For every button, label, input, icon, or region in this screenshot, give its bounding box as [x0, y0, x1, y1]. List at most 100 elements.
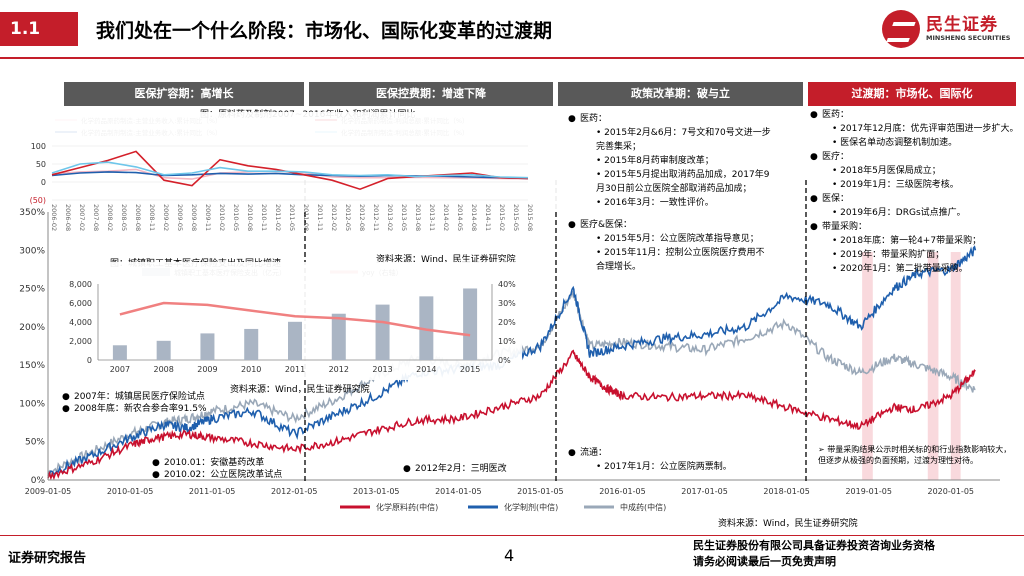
inset2-bar	[244, 328, 259, 360]
inset1-x-tick: 2011-11	[316, 204, 324, 231]
bullet-icon: •	[596, 128, 605, 138]
bullet-icon: •	[832, 180, 841, 190]
main-x-tick: 2015-01-05	[517, 487, 564, 496]
inset1-x-tick: 2011-02	[274, 204, 282, 231]
inset-source: 资料来源：Wind，民生证券研究院	[230, 385, 370, 395]
policy-pharma: ● 医药： • 2015年2月&6月：7号文和70号文进一步完善集采； • 201…	[568, 114, 771, 208]
main-y-tick: 50%	[25, 438, 45, 448]
policy-medical: ● 医疗&医保： • 2015年5月：公立医院改革指导意见； • 2015年11月…	[568, 220, 765, 272]
arrow-bullet-icon: ➢	[818, 445, 828, 454]
inset1-x-tick: 2014-05	[456, 204, 464, 231]
inset2-x-tick: 2013	[372, 365, 392, 374]
main-legend: 化学原料药(中信) 化学制剂(中信) 中成药(中信)	[340, 502, 666, 512]
main-axes: 350%300%250%200%150%100%50%0%2009-01-05 2…	[19, 208, 1000, 496]
bullet-icon: •	[596, 170, 605, 180]
inset1-x-tick: 2007-08	[92, 204, 100, 231]
inset1-line-form_revenue	[51, 171, 529, 180]
bullet-icon: ●	[152, 458, 160, 468]
inset1-x-tick: 2010-08	[246, 204, 254, 231]
bullet-icon: •	[832, 138, 841, 148]
main-y-tick: 0%	[31, 476, 46, 486]
legend-api-label: 化学原料药(中信)	[376, 502, 438, 512]
procurement-band	[927, 252, 939, 480]
bullet-icon: •	[596, 234, 605, 244]
inset2-x-tick: 2014	[416, 365, 436, 374]
bullet-icon: ●	[62, 404, 70, 414]
bullet-icon: •	[596, 462, 605, 472]
inset1-x-tick: 2006-02	[50, 204, 58, 231]
inset2-y2-tick: 20%	[498, 318, 516, 327]
inset1-x-tick: 2008-11	[148, 204, 156, 231]
legend-formulation-label: 化学制剂(中信)	[504, 502, 558, 512]
phase-label-2: 医保控费期：增速下降	[309, 82, 553, 106]
bullet-icon: ●	[403, 464, 411, 474]
main-y-tick: 350%	[19, 208, 45, 218]
inset2-y-tick: 6,000	[69, 299, 92, 308]
bullet-icon: ●	[810, 152, 818, 162]
inset1-x-tick: 2008-05	[120, 204, 128, 231]
logo-icon	[882, 10, 920, 48]
series-api-line	[47, 349, 976, 481]
inset2-bar	[463, 288, 478, 360]
bullet-icon: •	[832, 124, 841, 134]
inset2-x-tick: 2009	[197, 365, 217, 374]
inset1-x-tick: 2008-02	[106, 204, 114, 231]
inset1-x-tick: 2007-02	[78, 204, 86, 231]
bullet-icon: •	[596, 156, 605, 166]
policy-circulation: ● 流通： • 2017年1月：公立医院两票制。	[568, 448, 732, 472]
inset1-x-tick: 2009-02	[162, 204, 170, 231]
procurement-band	[862, 252, 873, 480]
main-source: 资料来源：Wind，民生证券研究院	[718, 519, 858, 529]
inset2-y-tick: 8,000	[69, 280, 92, 289]
section-badge: 1.1	[0, 12, 78, 46]
bullet-icon: ●	[568, 220, 576, 230]
inset1-x-tick: 2010-11	[260, 204, 268, 231]
inset1-x-tick: 2015-08	[526, 204, 534, 231]
bullet-icon: •	[832, 166, 841, 176]
inset1-x-tick: 2014-11	[484, 204, 492, 231]
inset2-x-tick: 2008	[153, 365, 173, 374]
main-y-tick: 100%	[19, 399, 45, 409]
inset2-y-tick: 4,000	[69, 318, 92, 327]
main-x-tick: 2017-01-05	[681, 487, 728, 496]
inset1-x-tick: 2009-11	[204, 204, 212, 231]
bullet-icon: ●	[810, 194, 818, 204]
inset2-y2-tick: 10%	[498, 337, 516, 346]
early-note-5: ● 2012年2月：三明医改	[403, 464, 507, 474]
inset1-x-tick: 2009-08	[190, 204, 198, 231]
main-lines	[47, 245, 977, 481]
inset2-y2-tick: 40%	[498, 280, 516, 289]
main-x-tick: 2016-01-05	[599, 487, 646, 496]
inset1-x-tick: 2012-05	[344, 204, 352, 231]
phase-label-3: 政策改革期：破与立	[558, 82, 803, 106]
inset1-lines	[51, 150, 529, 191]
early-note-1: ● 2007年：城镇居民医疗保险试点	[62, 392, 205, 402]
inset2-y2-tick: 30%	[498, 299, 516, 308]
inset2-chart: 城镇职工基本医疗保险支出（亿元）yoy（右轴） 8,0006,0004,0002…	[52, 262, 522, 380]
phase-label-1: 医保扩容期：高增长	[64, 82, 304, 106]
procurement-band	[950, 252, 961, 480]
main-y-tick: 300%	[19, 246, 45, 256]
logo-cn-text: 民生证券	[926, 15, 998, 35]
inset1-y-tick: 50	[36, 160, 46, 169]
inset1-x-tick: 2009-05	[176, 204, 184, 231]
inset2-bar	[331, 313, 346, 360]
inset2-bar	[156, 340, 171, 360]
inset1-x-tick: 2008-08	[134, 204, 142, 231]
inset1-y-tick: (50)	[30, 196, 46, 205]
early-note-3: ● 2010.01：安徽基药改革	[152, 458, 265, 468]
logo-en-text: MINSHENG SECURITIES	[926, 34, 1011, 42]
bullet-icon: ●	[810, 222, 818, 232]
inset2-yoy-line	[119, 301, 471, 337]
page-title: 我们处在一个什么阶段：市场化、国际化变革的过渡期	[96, 20, 553, 42]
inset2-y-tick: 0	[87, 356, 92, 365]
inset1-x-tick: 2013-08	[414, 204, 422, 231]
inset1-x-tick: 2012-02	[330, 204, 338, 231]
main-x-tick: 2009-01-05	[25, 487, 72, 496]
inset1-y-tick: 0	[41, 178, 46, 187]
inset2-x-tick: 2015	[460, 365, 480, 374]
main-y-tick: 250%	[19, 285, 45, 295]
procurement-note: ➢ 带量采购结果公示时相关标的和行业指数影响较大，但逐步从极强的负面预期，过渡为…	[818, 445, 1012, 465]
main-x-tick: 2019-01-05	[845, 487, 892, 496]
